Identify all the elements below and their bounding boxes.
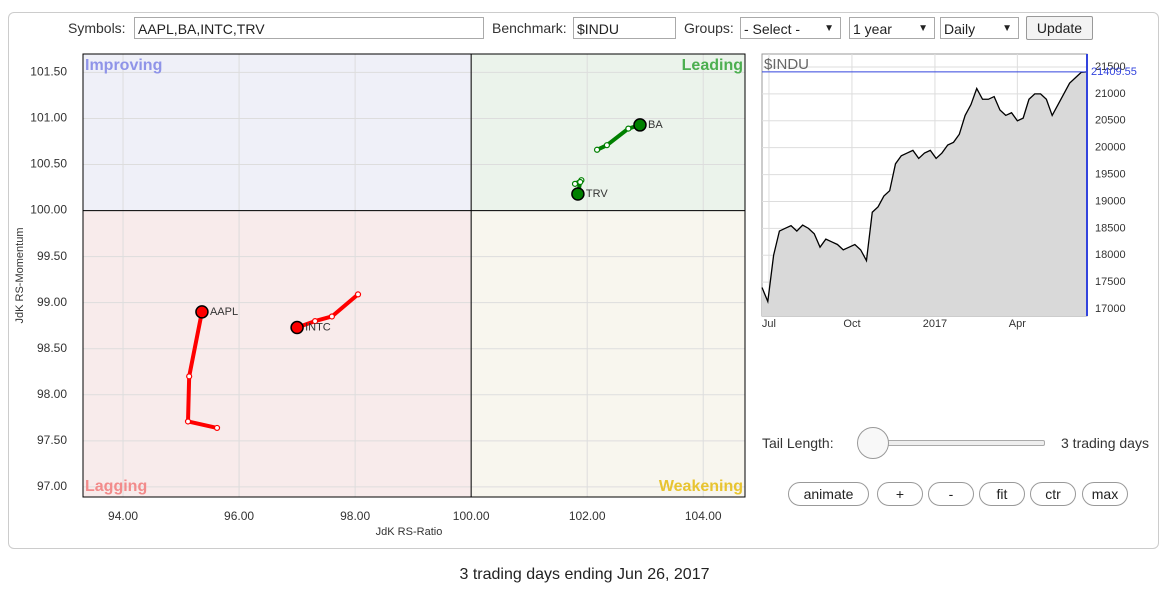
tail-point: [603, 142, 611, 149]
tail-point: [213, 424, 221, 432]
plot-border: [82, 53, 746, 498]
x-tick-label: Oct: [843, 318, 860, 330]
tail-point: [311, 317, 319, 325]
y-tick-label: 18500: [1095, 222, 1126, 234]
groups-label: Groups:: [684, 20, 734, 36]
charts: 94.00 96.00 98.00 100.00 102.00 104.00 97.00 97…: [14, 53, 1137, 538]
y-tick-label: 21000: [1095, 88, 1126, 100]
tail-value: 3 trading days: [1061, 435, 1149, 451]
control-button[interactable]: max: [1082, 482, 1128, 506]
quadrant: [471, 54, 745, 211]
x-tick-label: 100.00: [453, 509, 490, 523]
benchmark-input[interactable]: $INDU: [573, 17, 676, 39]
area: [762, 71, 1087, 317]
y-tick-label: 17500: [1095, 276, 1126, 288]
control-button[interactable]: ctr: [1030, 482, 1076, 506]
x-tick-label: Jul: [762, 318, 776, 330]
symbols-label: Symbols:: [68, 20, 126, 36]
head-point: [633, 118, 647, 132]
tail-point: [571, 180, 579, 187]
x-axis-title: JdK RS-Ratio: [376, 526, 443, 538]
quadrant: [83, 210, 472, 497]
tail-line: [186, 309, 220, 430]
control-button[interactable]: animate: [788, 482, 869, 506]
tail-point: [625, 125, 632, 132]
quadrant-label: Lagging: [85, 478, 147, 495]
y-tick-label: 98.50: [37, 341, 67, 355]
x-tick-label: 94.00: [108, 509, 138, 523]
head-point: [571, 187, 585, 201]
symbols-input[interactable]: AAPL,BA,INTC,TRV: [134, 17, 484, 39]
tail-line: [295, 292, 361, 330]
symbol-label: BA: [648, 119, 663, 131]
head-point: [290, 320, 304, 335]
x-tick-label: 98.00: [340, 509, 370, 523]
x-tick-label: 96.00: [224, 509, 254, 523]
tail-point: [328, 313, 336, 320]
tail-point: [184, 418, 192, 425]
symbol-label: TRV: [586, 188, 608, 200]
quadrant-label: Weakening: [659, 478, 743, 495]
slider-handle[interactable]: [857, 427, 889, 459]
update-button[interactable]: Update: [1026, 16, 1093, 40]
last-value-label: 21409.55: [1091, 66, 1137, 78]
quadrant-label: Leading: [682, 57, 743, 74]
y-tick-label: 19500: [1095, 168, 1126, 180]
frequency-select[interactable]: Daily: [940, 17, 1019, 40]
symbol-label: INTC: [305, 321, 331, 333]
y-tick-label: 97.00: [37, 479, 67, 493]
x-tick-label: 2017: [923, 318, 947, 330]
tail-point: [577, 178, 584, 186]
y-tick-label: 101.50: [30, 65, 67, 79]
price-line: [761, 71, 1088, 304]
y-tick-label: 20500: [1095, 115, 1126, 127]
y-tick-label: 18000: [1095, 249, 1126, 261]
y-tick-label: 99.50: [37, 249, 67, 263]
symbol-label: AAPL: [210, 306, 238, 318]
panel: [8, 12, 1159, 549]
y-tick-label: 100.00: [30, 203, 67, 217]
x-tick-label: Apr: [1009, 318, 1026, 330]
tail-label: Tail Length:: [762, 435, 834, 451]
quadrant: [83, 54, 472, 211]
y-tick-label: 17000: [1095, 303, 1126, 315]
x-tick-label: 104.00: [685, 509, 722, 523]
control-button[interactable]: +: [877, 482, 923, 506]
quadrant: [471, 210, 745, 497]
tail-point: [186, 373, 193, 380]
chart-title: $INDU: [764, 56, 809, 73]
y-tick-label: 97.50: [37, 433, 67, 447]
y-tick-label: 20000: [1095, 142, 1126, 154]
y-tick-label: 100.50: [30, 157, 67, 171]
y-tick-label: 19000: [1095, 195, 1126, 207]
tail-point: [354, 291, 362, 298]
caption: 3 trading days ending Jun 26, 2017: [459, 566, 710, 583]
benchmark-label: Benchmark:: [492, 20, 567, 36]
quadrant-label: Improving: [85, 57, 162, 74]
groups-select[interactable]: - Select -: [740, 17, 841, 40]
tail-point: [593, 146, 601, 153]
y-tick-label: 98.00: [37, 387, 67, 401]
period-select[interactable]: 1 year: [849, 17, 935, 40]
y-tick-label: 101.00: [30, 111, 67, 125]
control-button[interactable]: -: [928, 482, 974, 506]
y-tick-label: 99.00: [37, 295, 67, 309]
y-tick-label: 21500: [1095, 61, 1126, 73]
y-axis-title: JdK RS-Momentum: [14, 228, 26, 324]
head-point: [195, 305, 209, 319]
x-tick-label: 102.00: [569, 509, 606, 523]
slider-track: [873, 440, 1045, 446]
control-button[interactable]: fit: [979, 482, 1025, 506]
